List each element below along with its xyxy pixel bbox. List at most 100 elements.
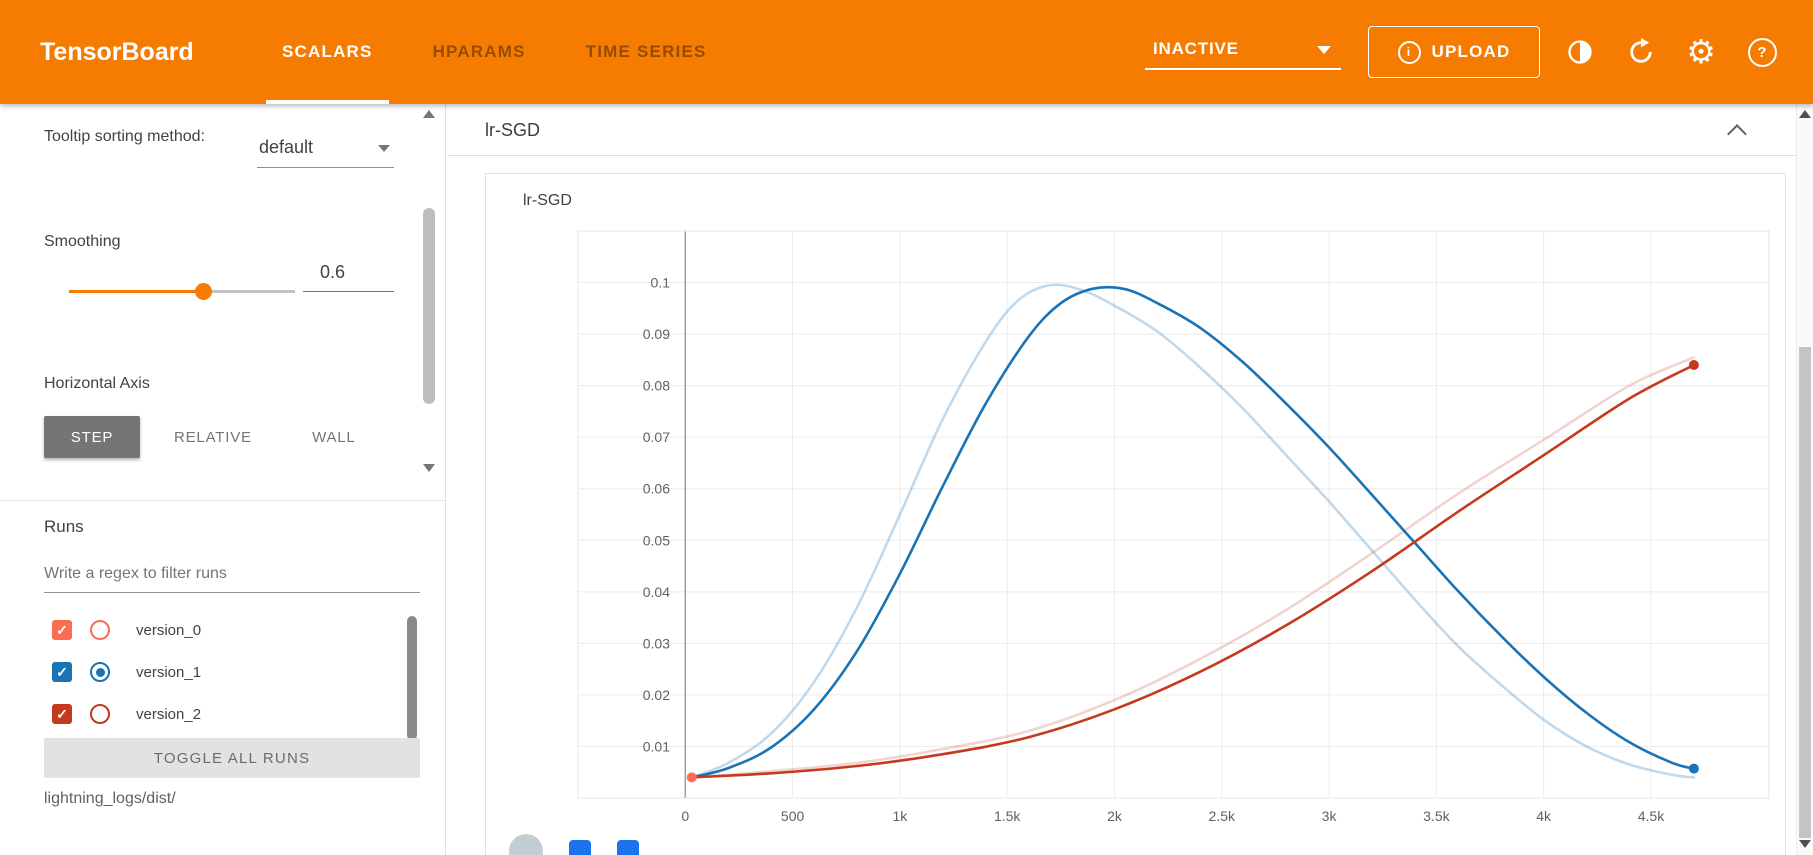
smoothing-value-input[interactable]: 0.6 bbox=[303, 254, 394, 292]
footer-checkbox-icon-2[interactable] bbox=[617, 840, 639, 855]
caret-down-icon bbox=[1317, 46, 1331, 54]
slider-fill bbox=[69, 290, 204, 293]
run-checkbox[interactable]: ✓ bbox=[52, 704, 72, 724]
tooltip-sorting-label: Tooltip sorting method: bbox=[44, 128, 205, 145]
slider-track bbox=[204, 290, 295, 293]
chart-card: lr-SGD 0.01 0.02 0.03 0.04 0.05 0.06 0.07 0.08 0… bbox=[485, 173, 1786, 855]
series-version_1-raw bbox=[690, 283, 1696, 779]
chart-title: lr-SGD bbox=[523, 192, 572, 209]
run-radio[interactable] bbox=[90, 662, 110, 682]
scroll-up-icon[interactable] bbox=[423, 110, 435, 118]
x-tick-label: 0 bbox=[681, 808, 689, 824]
page-scrollbar-thumb[interactable] bbox=[1799, 347, 1811, 838]
y-tick-label: 0.02 bbox=[643, 687, 670, 703]
scroll-down-icon[interactable] bbox=[423, 464, 435, 472]
sidebar-divider bbox=[0, 500, 445, 501]
end-marker-version_1 bbox=[1688, 763, 1699, 774]
y-tick-label: 0.08 bbox=[643, 378, 670, 394]
run-checkbox[interactable]: ✓ bbox=[52, 620, 72, 640]
refresh-button[interactable] bbox=[1623, 34, 1659, 70]
sidebar: Tooltip sorting method: default Smoothin… bbox=[0, 104, 446, 855]
group-title: lr-SGD bbox=[485, 120, 540, 140]
tab-time-series[interactable]: TIME SERIES bbox=[585, 42, 707, 61]
runs-scrollbar[interactable] bbox=[407, 616, 417, 740]
x-tick-label: 4k bbox=[1536, 808, 1552, 824]
end-marker-version_0 bbox=[686, 772, 697, 783]
x-tick-label: 500 bbox=[781, 808, 805, 824]
axis-button-relative[interactable]: RELATIVE bbox=[160, 416, 266, 458]
y-tick-label: 0.03 bbox=[643, 635, 670, 651]
y-tick-label: 0.09 bbox=[643, 326, 670, 342]
x-tick-label: 3k bbox=[1322, 808, 1338, 824]
run-label: version_1 bbox=[136, 663, 202, 681]
run-list: ✓ version_0 ✓ version_1 ✓ version_2 bbox=[0, 609, 420, 735]
settings-scrollbar[interactable] bbox=[421, 104, 437, 486]
run-row: ✓ version_0 bbox=[0, 609, 420, 651]
info-icon: i bbox=[1397, 40, 1421, 64]
y-tick-label: 0.06 bbox=[643, 481, 670, 497]
logdir-path: lightning_logs/dist/ bbox=[44, 790, 176, 807]
series-version_2-smoothed bbox=[690, 363, 1696, 779]
run-radio[interactable] bbox=[90, 704, 110, 724]
contrast-icon bbox=[1566, 38, 1594, 66]
run-filter-input[interactable] bbox=[44, 556, 420, 593]
end-marker-version_2 bbox=[1688, 360, 1699, 371]
axis-button-step[interactable]: STEP bbox=[44, 416, 140, 458]
axis-buttons: STEP RELATIVE WALL bbox=[44, 416, 382, 458]
tab-hparams[interactable]: HPARAMS bbox=[432, 42, 526, 61]
x-tick-label: 4.5k bbox=[1638, 808, 1665, 824]
y-tick-label: 0.05 bbox=[643, 532, 670, 548]
plot-border bbox=[577, 230, 1770, 799]
run-label: version_0 bbox=[136, 621, 202, 639]
x-tick-label: 3.5k bbox=[1423, 808, 1450, 824]
upload-button[interactable]: i UPLOAD bbox=[1368, 26, 1540, 78]
runs-label: Runs bbox=[44, 517, 84, 536]
x-tick-label: 2k bbox=[1107, 808, 1123, 824]
y-tick-label: 0.1 bbox=[651, 275, 671, 291]
x-tick-label: 2.5k bbox=[1209, 808, 1236, 824]
run-radio[interactable] bbox=[90, 620, 110, 640]
series-version_2-raw bbox=[690, 356, 1696, 779]
y-tick-label: 0.07 bbox=[643, 429, 670, 445]
run-checkbox[interactable]: ✓ bbox=[52, 662, 72, 682]
settings-button[interactable]: ⚙ bbox=[1683, 34, 1719, 70]
horizontal-axis-label: Horizontal Axis bbox=[44, 375, 150, 392]
gear-icon: ⚙ bbox=[1686, 33, 1716, 70]
page-scrollbar[interactable] bbox=[1796, 104, 1813, 855]
status-dropdown[interactable]: INACTIVE bbox=[1145, 30, 1341, 70]
refresh-icon bbox=[1627, 38, 1655, 66]
header-tabs: SCALARS HPARAMS TIME SERIES bbox=[252, 0, 737, 104]
status-label: INACTIVE bbox=[1153, 39, 1239, 58]
y-tick-label: 0.01 bbox=[643, 738, 670, 754]
chart-card-footer bbox=[509, 834, 1785, 855]
help-icon: ? bbox=[1747, 37, 1777, 67]
footer-circle-icon[interactable] bbox=[509, 834, 543, 855]
upload-label: UPLOAD bbox=[1431, 42, 1511, 61]
run-label: version_2 bbox=[136, 705, 202, 723]
x-tick-label: 1k bbox=[892, 808, 908, 824]
footer-checkbox-icon-1[interactable] bbox=[569, 840, 591, 855]
scroll-down-icon[interactable] bbox=[1799, 840, 1811, 848]
tab-scalars[interactable]: SCALARS bbox=[252, 0, 403, 104]
page-title: TensorBoard bbox=[40, 38, 194, 66]
smoothing-slider[interactable] bbox=[60, 276, 310, 308]
toggle-all-runs-button[interactable]: TOGGLE ALL RUNS bbox=[44, 738, 420, 778]
x-tick-label: 1.5k bbox=[994, 808, 1021, 824]
run-row: ✓ version_2 bbox=[0, 693, 420, 735]
theme-toggle-button[interactable] bbox=[1562, 34, 1598, 70]
axis-button-wall[interactable]: WALL bbox=[286, 416, 382, 458]
slider-thumb[interactable] bbox=[195, 283, 212, 300]
app-header: TensorBoard SCALARS HPARAMS TIME SERIES IN… bbox=[0, 0, 1813, 104]
group-header[interactable]: lr-SGD bbox=[447, 104, 1796, 156]
y-tick-label: 0.04 bbox=[643, 584, 670, 600]
scroll-up-icon[interactable] bbox=[1799, 110, 1811, 118]
scalar-chart[interactable]: 0.01 0.02 0.03 0.04 0.05 0.06 0.07 0.08 0.09 0.1 0… bbox=[486, 218, 1785, 828]
tooltip-sorting-dropdown[interactable]: default bbox=[257, 128, 394, 168]
chevron-up-icon[interactable] bbox=[1727, 124, 1747, 144]
caret-down-icon bbox=[378, 145, 390, 152]
help-button[interactable]: ? bbox=[1744, 34, 1780, 70]
run-row: ✓ version_1 bbox=[0, 651, 420, 693]
smoothing-label: Smoothing bbox=[44, 233, 121, 250]
settings-scrollbar-thumb[interactable] bbox=[423, 208, 435, 404]
